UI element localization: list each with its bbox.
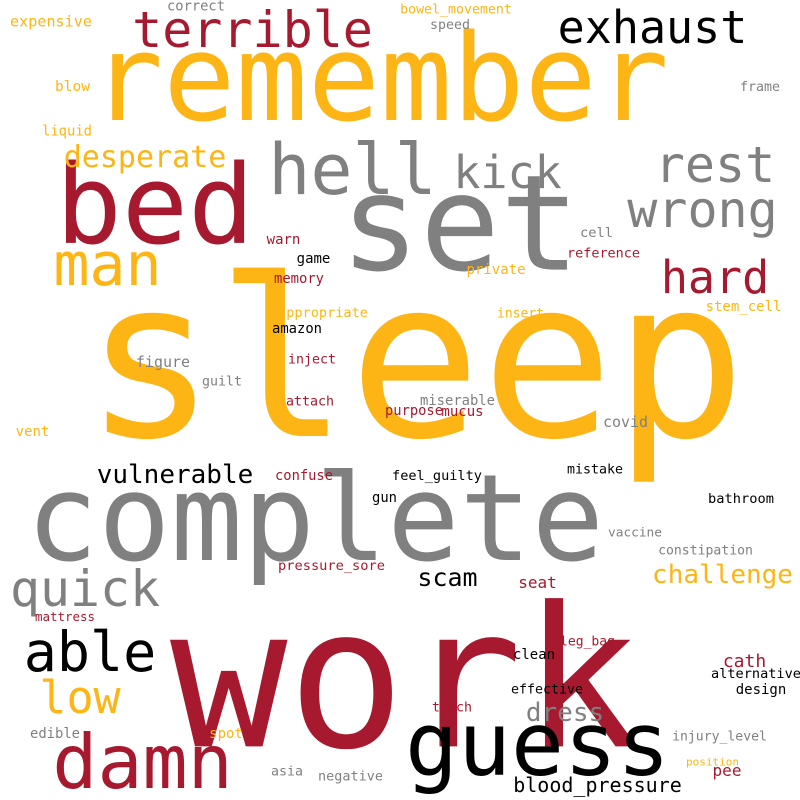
word-vent: vent [15, 424, 50, 440]
word-stem-cell: stem_cell [705, 299, 782, 315]
word-appropriate: appropriate [278, 305, 368, 322]
word-private: private [466, 262, 526, 278]
word-dress: dress [525, 698, 605, 728]
word-bathroom: bathroom [708, 491, 774, 508]
word-injury-level: injury_level [672, 729, 767, 745]
word-hard: hard [660, 251, 770, 304]
word-pee: pee [712, 761, 742, 780]
word-remember: remember [91, 10, 669, 149]
word-liquid: liquid [42, 123, 92, 140]
word-asia: asia [271, 764, 303, 780]
word-effective: effective [511, 682, 583, 698]
word-warn: warn [266, 232, 301, 248]
word-game: game [296, 251, 331, 267]
word-figure: figure [135, 353, 191, 371]
word-negative: negative [318, 768, 383, 785]
word-blood-pressure: blood_pressure [513, 773, 682, 797]
word-rest: rest [654, 136, 776, 194]
word-mucus: mucus [441, 404, 484, 420]
word-man: man [53, 230, 162, 300]
word-amazon: amazon [272, 321, 322, 338]
word-attach: attach [286, 394, 334, 410]
word-feel-guilty: feel_guilty [392, 468, 482, 485]
word-quick: quick [10, 560, 160, 619]
word-edible: edible [30, 726, 80, 743]
word-damn: damn [52, 718, 233, 800]
word-complete: complete [26, 450, 604, 589]
word-terrible: terrible [132, 1, 373, 59]
word-bowel-movement: bowel_movement [400, 2, 512, 18]
word-vaccine: vaccine [608, 525, 662, 541]
word-reference: reference [567, 245, 640, 262]
word-purpose: purpose [385, 403, 443, 420]
word-blow: blow [55, 79, 90, 96]
word-leg-bag: leg_bag [560, 634, 615, 650]
word-scam: scam [417, 563, 478, 592]
word-trach: trach [432, 700, 472, 716]
word-kick: kick [453, 146, 562, 199]
word-spot: spot [209, 726, 243, 742]
word-insert: insert [497, 306, 544, 322]
word-hell: hell [268, 129, 437, 211]
word-covid: covid [603, 413, 648, 432]
word-gun: gun [372, 490, 397, 507]
word-guess: guess [405, 692, 670, 796]
word-speed: speed [430, 17, 470, 33]
word-seat: seat [518, 573, 557, 592]
word-set: set [340, 147, 580, 302]
word-bed: bed [55, 141, 255, 269]
word-challenge: challenge [652, 560, 793, 590]
word-able: able [23, 620, 157, 684]
word-work: work [170, 566, 640, 794]
word-sleep: sleep [83, 232, 747, 488]
word-correct: correct [167, 0, 225, 15]
word-desperate: desperate [63, 140, 227, 175]
word-alternative: alternative [711, 666, 800, 683]
word-confuse: confuse [275, 468, 333, 485]
word-cell: cell [580, 225, 613, 242]
word-design: design [735, 682, 787, 698]
word-vulnerable: vulnerable [96, 460, 254, 490]
word-pressure-sore: pressure_sore [278, 558, 385, 575]
word-position: position [686, 755, 739, 769]
word-miserable: miserable [420, 393, 495, 410]
word-expensive: expensive [10, 12, 92, 31]
word-guilt: guilt [202, 374, 242, 390]
word-constipation: constipation [658, 543, 753, 559]
word-exhaust: exhaust [557, 1, 748, 54]
word-cath: cath [722, 651, 767, 672]
word-mistake: mistake [567, 462, 623, 478]
word-mattress: mattress [35, 608, 95, 624]
word-clean: clean [513, 647, 555, 664]
word-frame: frame [740, 79, 780, 95]
word-low: low [39, 671, 121, 724]
word-wrong: wrong [627, 181, 778, 239]
word-inject: inject [288, 352, 336, 368]
word-memory: memory [274, 271, 324, 288]
